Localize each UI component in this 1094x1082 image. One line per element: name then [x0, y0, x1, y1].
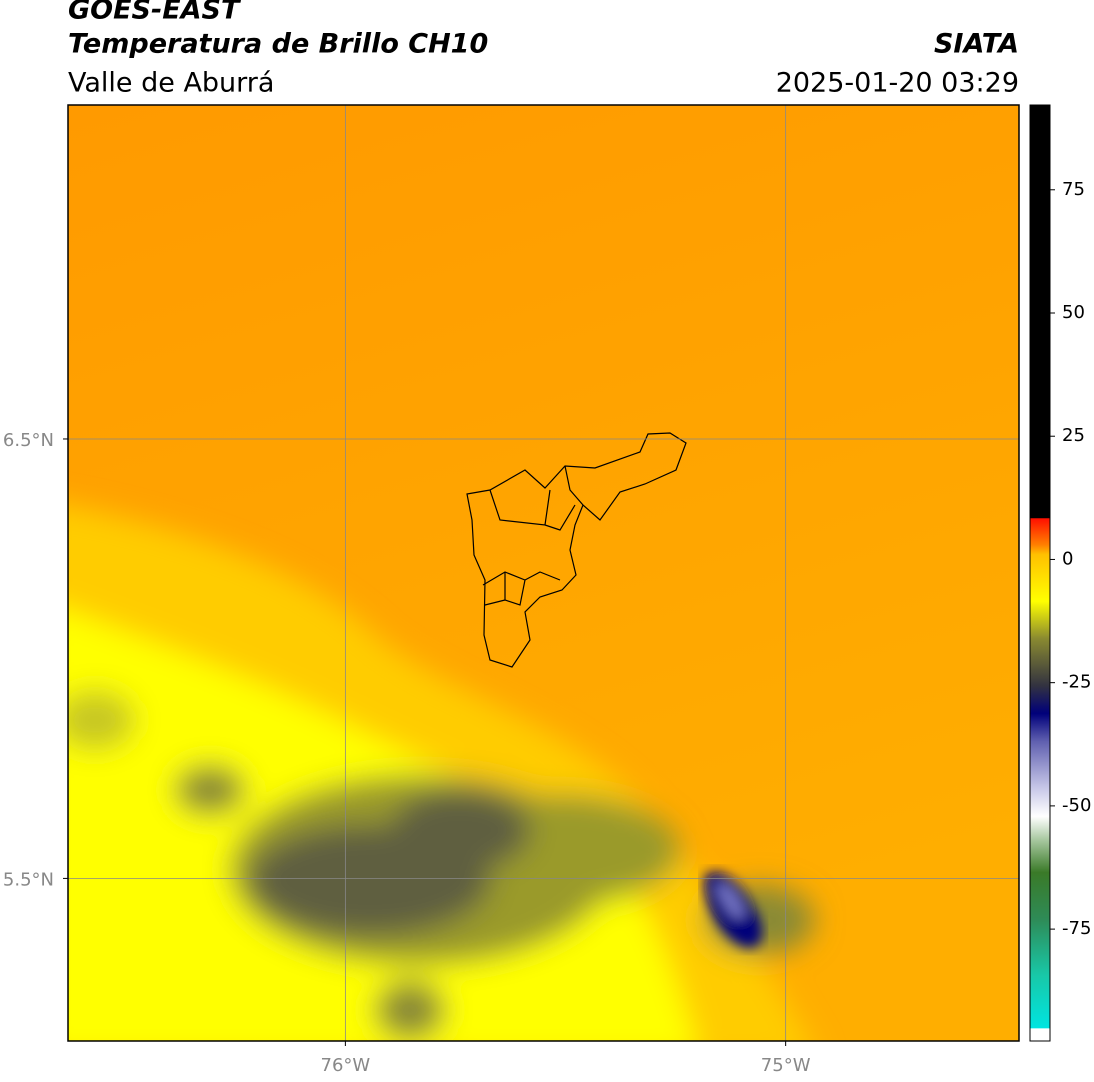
plot-frame — [67, 104, 1020, 1042]
colorbar-tick-label: 25 — [1062, 425, 1085, 446]
colorbar — [1029, 104, 1051, 1042]
colorbar-tick-label: 50 — [1062, 302, 1085, 323]
title: GOES-EAST — [68, 0, 242, 26]
colorbar-tick-label: 0 — [1062, 548, 1073, 569]
region: Valle de Aburrá — [68, 68, 274, 99]
lon-tick-label: 75°W — [761, 1055, 811, 1076]
colorbar-tick-label: -75 — [1062, 918, 1091, 939]
colorbar-tick-label: -50 — [1062, 795, 1091, 816]
colorbar-tick-label: -25 — [1062, 672, 1091, 693]
source: SIATA — [934, 29, 1019, 60]
lat-tick-label: 6.5°N — [3, 430, 54, 451]
lon-tick-label: 76°W — [321, 1055, 371, 1076]
datetime: 2025-01-20 03:29 — [776, 68, 1019, 99]
lat-tick-label: 5.5°N — [3, 869, 54, 890]
municipal-boundaries — [466, 432, 687, 668]
satellite-image — [68, 105, 1019, 1041]
subtitle: Temperatura de Brillo CH10 — [68, 29, 488, 60]
colorbar-tick-label: 75 — [1062, 179, 1085, 200]
